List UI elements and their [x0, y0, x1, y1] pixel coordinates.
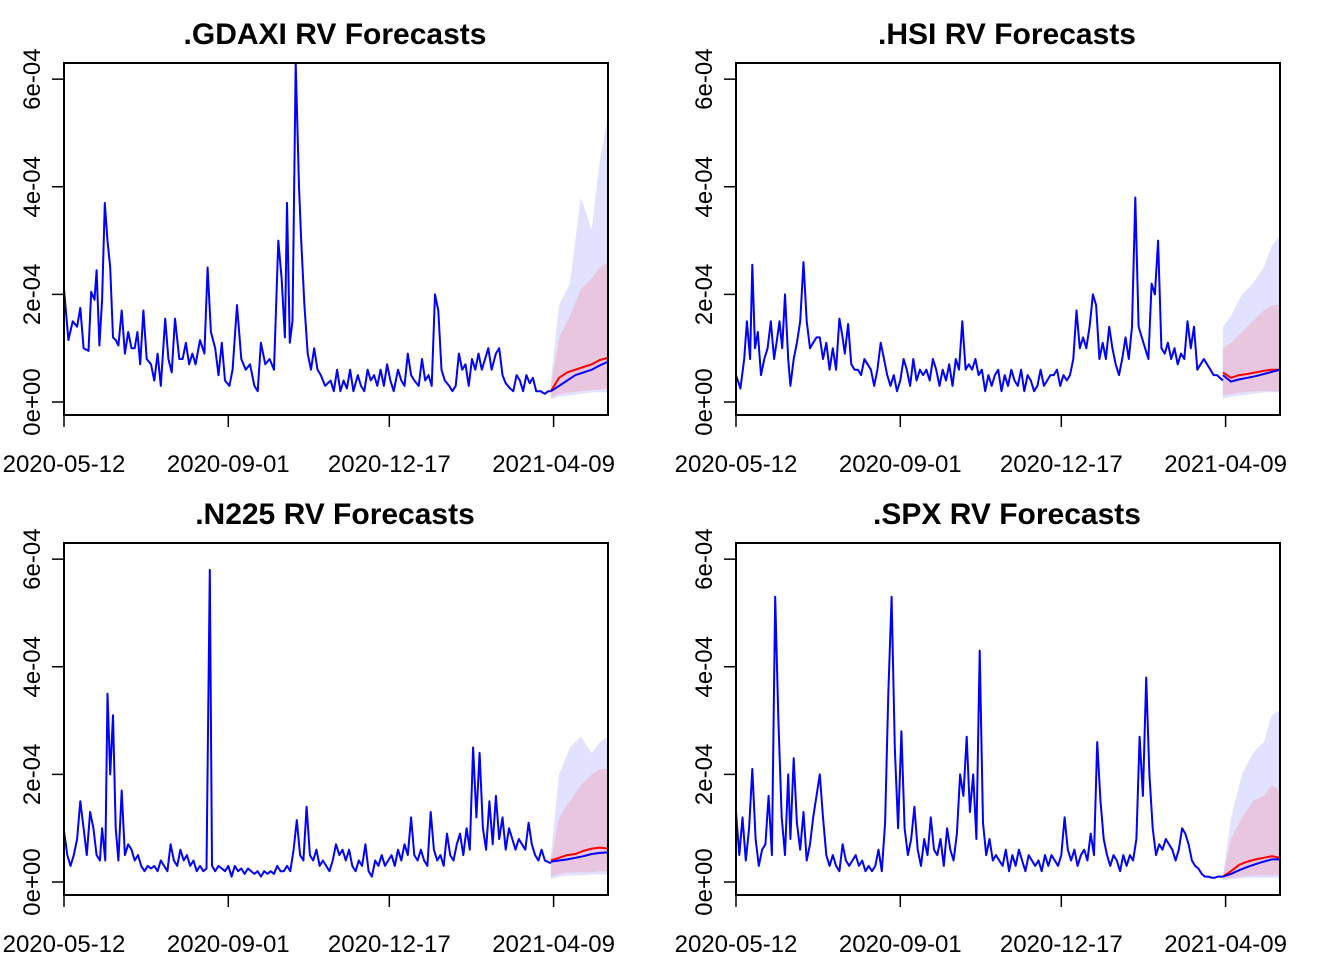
history-series-line	[736, 595, 1223, 879]
y-tick-label: 0e+00	[19, 368, 46, 435]
forecast-series-red-line	[1222, 855, 1280, 878]
y-tick-label: 2e-04	[19, 264, 46, 325]
forecast-series-red-line	[1222, 368, 1280, 379]
chart-title: .HSI RV Forecasts	[878, 18, 1136, 51]
forecast-series-red-line	[550, 356, 608, 392]
plot-area	[64, 568, 608, 880]
x-tick-label: 2020-12-17	[328, 931, 451, 958]
x-tick-label: 2021-04-09	[1164, 931, 1287, 958]
forecast-series-blue-line	[1222, 858, 1280, 878]
y-tick-label: 0e+00	[691, 368, 718, 435]
history-series-line	[64, 63, 551, 395]
chart-panel-hsi: .HSI RV Forecasts 0e+00 2e-04 4e-04 6e-04 20…	[672, 0, 1344, 480]
forecast-band-inner	[550, 769, 608, 877]
x-tick-label: 2020-05-12	[675, 931, 798, 958]
y-tick-label: 4e-04	[19, 156, 46, 217]
plot-frame	[735, 542, 1281, 896]
history-series-line	[64, 568, 552, 878]
x-tick-label: 2020-05-12	[3, 451, 126, 478]
x-tick-label: 2021-04-09	[1164, 451, 1287, 478]
chart-svg: .SPX RV Forecasts 0e+00 2e-04 4e-04 6e-04 20…	[675, 498, 1287, 958]
history-series-line	[736, 196, 1224, 393]
x-tick-label: 2020-09-01	[839, 451, 962, 478]
x-tick-label: 2021-04-09	[492, 451, 615, 478]
y-tick-label: 4e-04	[691, 636, 718, 697]
x-tick-label: 2020-12-17	[1000, 451, 1123, 478]
y-tick-label: 2e-04	[691, 744, 718, 805]
forecast-series-blue-line	[550, 360, 608, 393]
x-tick-label: 2020-09-01	[167, 451, 290, 478]
chart-svg: .GDAXI RV Forecasts 0e+00 2e-04 4e-04 6e-04…	[3, 18, 615, 478]
y-tick-label: 6e-04	[19, 528, 46, 589]
y-tick-label: 2e-04	[19, 744, 46, 805]
chart-svg: .N225 RV Forecasts 0e+00 2e-04 4e-04 6e-04 2…	[3, 498, 615, 958]
x-tick-label: 2020-05-12	[675, 451, 798, 478]
chart-panel-n225: .N225 RV Forecasts 0e+00 2e-04 4e-04 6e-04 2…	[0, 480, 672, 960]
x-tick-label: 2020-09-01	[839, 931, 962, 958]
plot-frame	[735, 62, 1281, 416]
y-tick-label: 6e-04	[691, 48, 718, 109]
chart-title: .N225 RV Forecasts	[195, 498, 475, 531]
y-tick-label: 2e-04	[691, 264, 718, 325]
plot-area	[64, 63, 608, 400]
chart-title: .GDAXI RV Forecasts	[184, 18, 487, 51]
plot-frame	[63, 62, 609, 416]
plot-area	[736, 196, 1280, 400]
y-tick-label: 6e-04	[19, 48, 46, 109]
chart-title: .SPX RV Forecasts	[873, 498, 1141, 531]
forecast-series-blue-line	[550, 851, 608, 863]
x-tick-label: 2020-12-17	[1000, 931, 1123, 958]
y-tick-label: 4e-04	[691, 156, 718, 217]
y-tick-label: 6e-04	[691, 528, 718, 589]
forecast-band-inner	[1222, 785, 1280, 880]
y-tick-label: 4e-04	[19, 636, 46, 697]
plot-area	[736, 595, 1280, 881]
x-tick-label: 2020-09-01	[167, 931, 290, 958]
y-tick-label: 0e+00	[19, 848, 46, 915]
chart-svg: .HSI RV Forecasts 0e+00 2e-04 4e-04 6e-04 20…	[675, 18, 1287, 478]
chart-panel-gdaxi: .GDAXI RV Forecasts 0e+00 2e-04 4e-04 6e-04…	[0, 0, 672, 480]
x-tick-label: 2020-05-12	[3, 931, 126, 958]
y-tick-label: 0e+00	[691, 848, 718, 915]
chart-panel-spx: .SPX RV Forecasts 0e+00 2e-04 4e-04 6e-04 20…	[672, 480, 1344, 960]
forecast-series-blue-line	[1222, 368, 1280, 383]
forecast-series-red-line	[550, 846, 608, 862]
x-tick-label: 2021-04-09	[492, 931, 615, 958]
x-tick-label: 2020-12-17	[328, 451, 451, 478]
